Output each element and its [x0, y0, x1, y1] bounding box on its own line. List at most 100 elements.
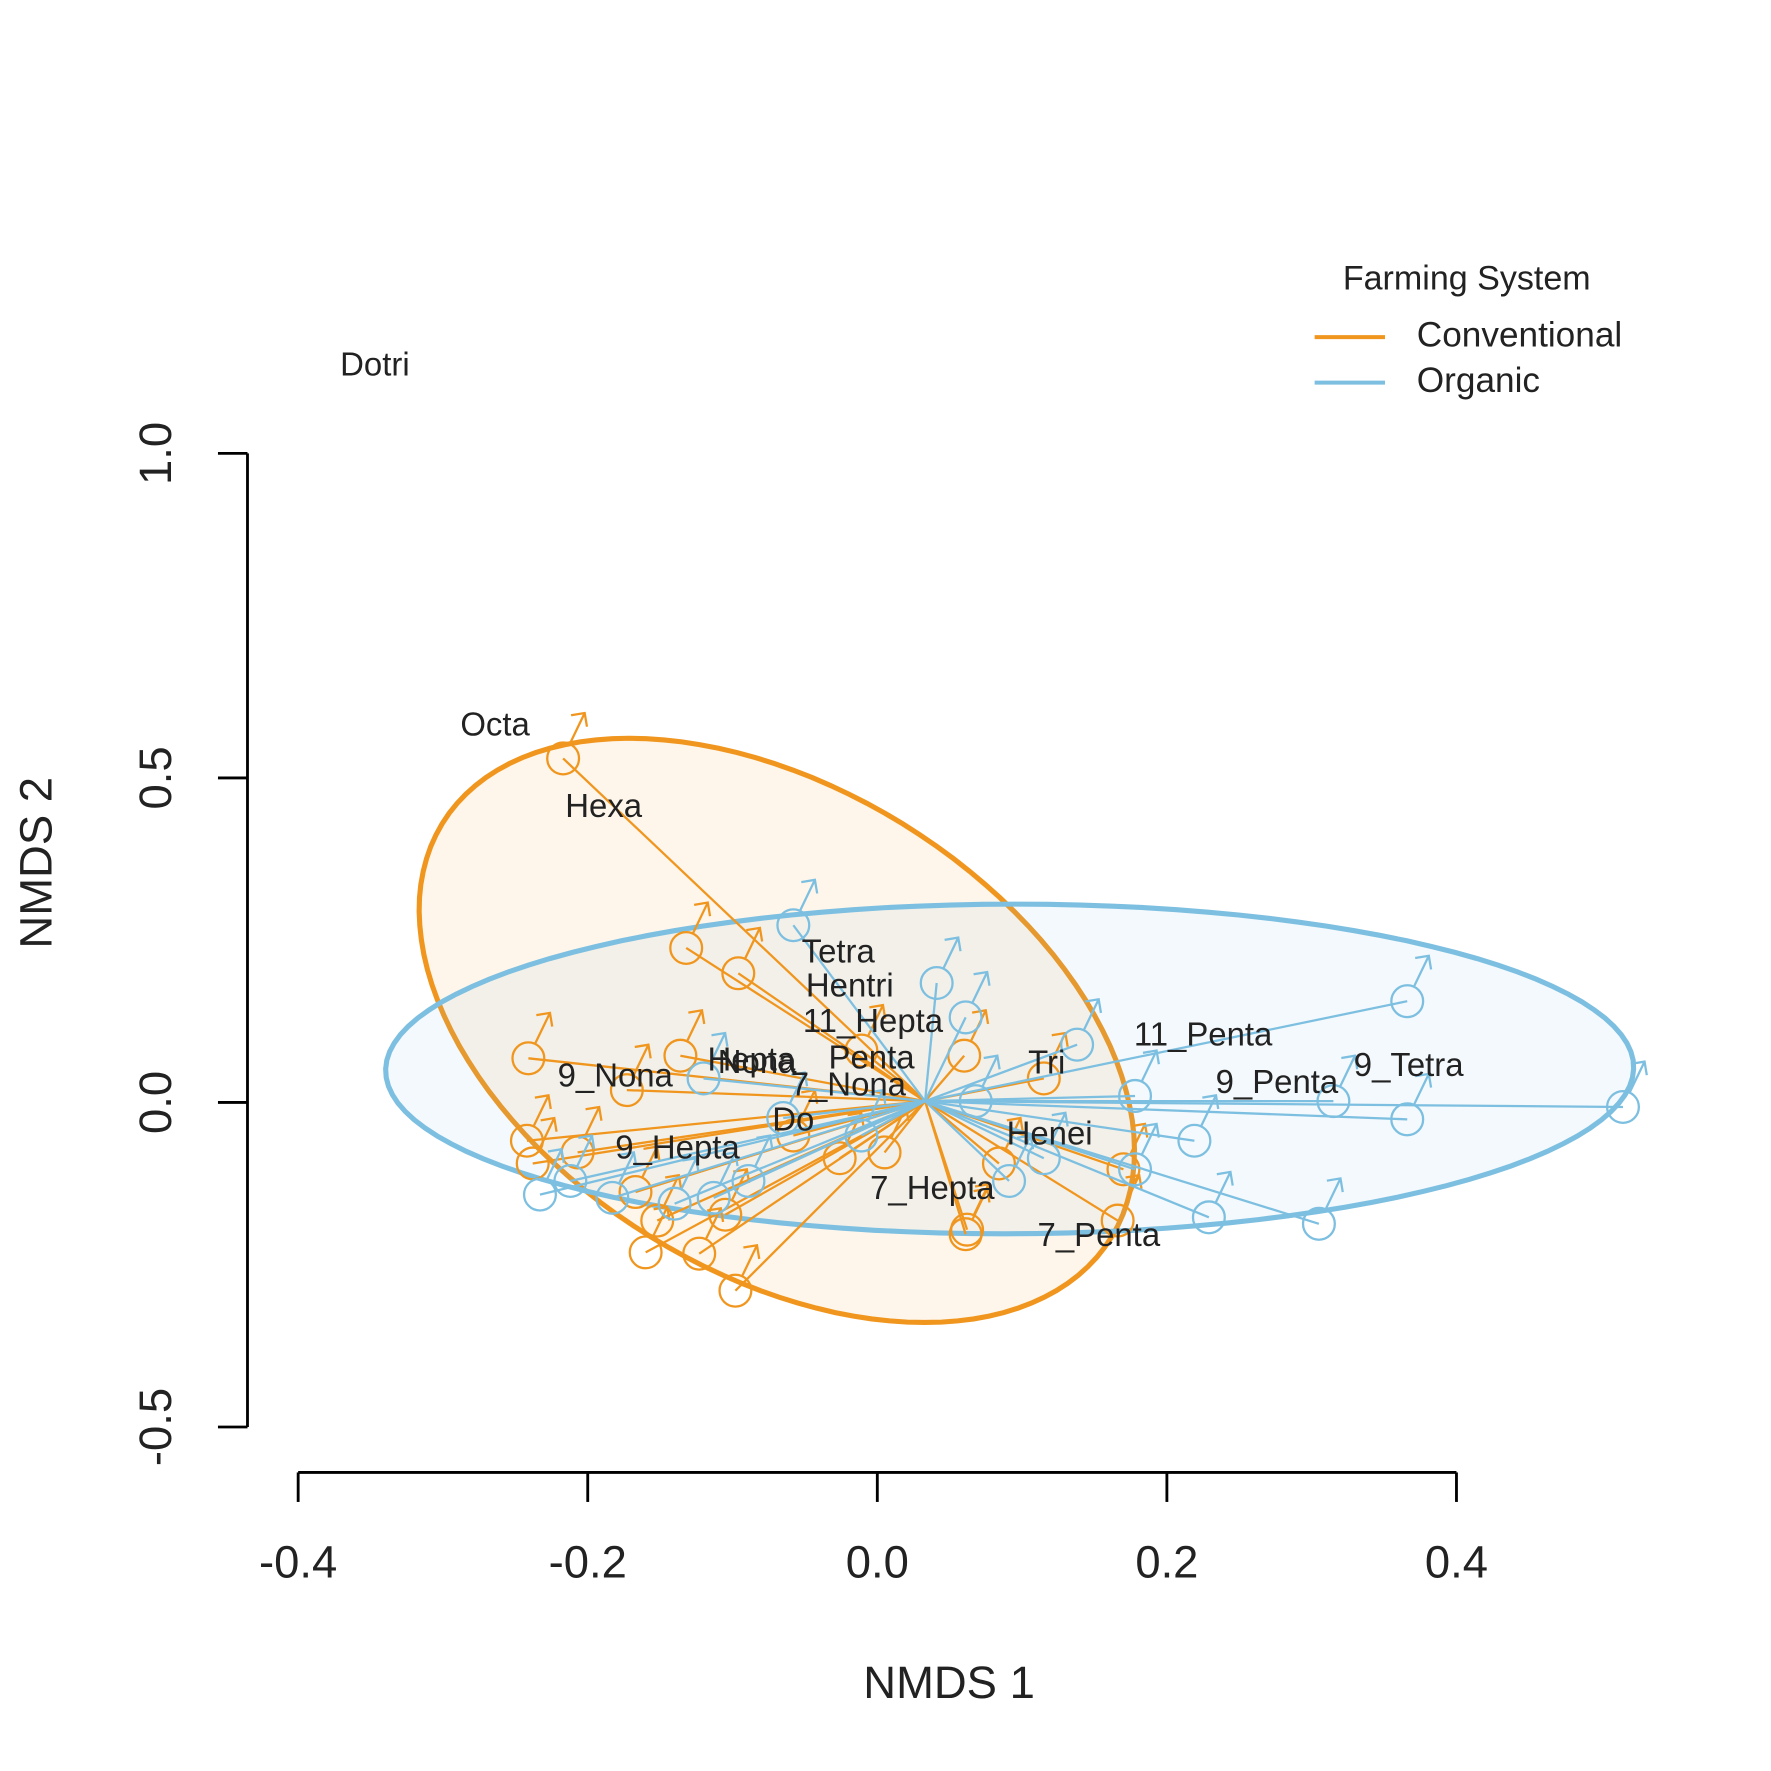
point-arrow: [981, 1054, 1001, 1087]
point-arrow: [971, 970, 991, 1004]
spider-line: [924, 1100, 1195, 1142]
point: [669, 930, 704, 965]
x-axis-label: NMDS 1: [863, 1657, 1035, 1708]
spider-line: [562, 757, 926, 1102]
point: [657, 1186, 692, 1221]
spider-line: [713, 1100, 926, 1199]
point: [1106, 1152, 1141, 1187]
species-label: Hentri: [806, 966, 894, 1003]
x-tick-label: 0.4: [1425, 1537, 1488, 1588]
y-axis-label: NMDS 2: [11, 777, 62, 949]
point: [609, 1073, 644, 1108]
point-arrow: [632, 1043, 652, 1076]
point-arrow: [709, 1031, 729, 1065]
point: [766, 1100, 801, 1136]
point-arrow: [744, 926, 764, 960]
point-arrow: [641, 1145, 661, 1178]
point: [718, 1273, 753, 1308]
point: [1390, 984, 1425, 1019]
point-arrow: [680, 1156, 700, 1190]
species-label: Hepta: [707, 1040, 796, 1077]
point: [776, 1118, 811, 1153]
spider-line: [612, 1100, 926, 1199]
point: [948, 1217, 983, 1252]
spider-line: [924, 1100, 967, 1235]
spider-line: [626, 1088, 926, 1103]
point: [1177, 1123, 1212, 1158]
spider-line: [923, 982, 938, 1102]
spider-line: [924, 1054, 966, 1102]
point: [546, 741, 581, 776]
spider-line: [924, 1100, 1210, 1219]
spider-line: [783, 1100, 926, 1120]
point: [731, 1163, 766, 1199]
point: [1316, 1084, 1351, 1119]
species-label: Do: [772, 1101, 814, 1138]
spider-line: [792, 924, 927, 1102]
point: [595, 1180, 630, 1215]
species-label: Tri: [1028, 1044, 1065, 1081]
legend-title: Farming System: [1343, 259, 1591, 297]
species-label: 7_Nona: [791, 1066, 907, 1103]
point: [663, 1038, 698, 1073]
point-arrow: [583, 1105, 603, 1139]
species-label: 9_Nona: [558, 1056, 674, 1093]
x-tick-label: 0.0: [846, 1537, 909, 1588]
point: [618, 1174, 653, 1210]
y-tick-label: -0.5: [130, 1388, 181, 1466]
point: [844, 1118, 879, 1153]
point-arrow: [754, 1134, 774, 1167]
legend-label: Conventional: [1417, 315, 1622, 354]
point: [1605, 1089, 1641, 1125]
species-label: Penta: [829, 1038, 916, 1075]
species-label: 9_Hepta: [615, 1129, 740, 1166]
spider-line: [674, 1100, 926, 1205]
point-arrow: [741, 1243, 761, 1277]
spider-line: [883, 1100, 926, 1154]
point: [1100, 1203, 1135, 1238]
species-label: Nona: [718, 1043, 797, 1080]
point: [511, 1041, 546, 1076]
species-label: 7_Hepta: [870, 1169, 995, 1206]
point-arrow: [691, 901, 712, 934]
point-arrow: [1339, 1054, 1359, 1087]
species-label: 9_Tetra: [1354, 1046, 1464, 1083]
species-label: 7_Penta: [1038, 1216, 1161, 1253]
point: [1118, 1078, 1153, 1113]
spider-line: [924, 1000, 1408, 1103]
species-label: Tetra: [802, 933, 876, 970]
point: [628, 1235, 663, 1270]
point-arrow: [1140, 1049, 1161, 1082]
point-arrow: [971, 1187, 991, 1220]
spider-line: [860, 1049, 926, 1103]
point: [948, 1000, 983, 1035]
point-arrow: [1324, 1177, 1344, 1210]
point: [1191, 1200, 1226, 1235]
point-arrow: [1200, 1094, 1220, 1127]
point: [992, 1163, 1027, 1199]
point-arrow: [799, 878, 819, 911]
spider-line: [924, 1100, 1119, 1222]
point-arrow: [1214, 1170, 1234, 1204]
spider-line: [737, 972, 926, 1103]
point-arrow: [686, 1008, 706, 1042]
point-arrow: [538, 1116, 558, 1150]
species-label: 11_Penta: [1134, 1016, 1273, 1053]
species-label: Octa: [460, 705, 530, 742]
point: [844, 1033, 879, 1068]
point-arrow: [568, 711, 589, 745]
ellipse: [416, 735, 1138, 1326]
spider-line: [924, 1043, 1078, 1103]
spider-line: [532, 1100, 926, 1165]
point: [867, 1135, 902, 1170]
spider-line: [570, 1100, 926, 1183]
point-arrow: [719, 1151, 739, 1184]
species-label: 9_Penta: [1216, 1063, 1339, 1100]
point-arrow: [867, 1088, 887, 1122]
point: [981, 1146, 1016, 1181]
point: [721, 956, 756, 991]
point-arrow: [1082, 997, 1103, 1031]
spider-line: [526, 1100, 926, 1142]
spider-line: [924, 1100, 1010, 1182]
